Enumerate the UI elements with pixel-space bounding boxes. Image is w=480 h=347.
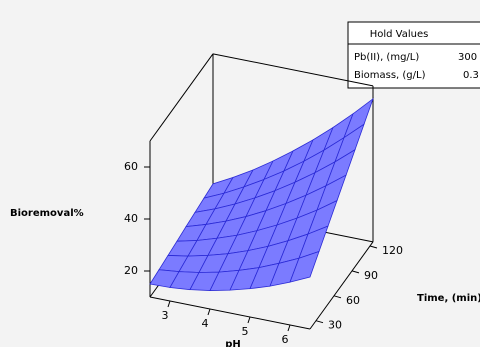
x-tick [167, 300, 171, 308]
z-tick-label: 60 [124, 160, 138, 173]
z-tick-label: 20 [124, 264, 138, 277]
x-axis-label: pH [225, 339, 241, 347]
x-tick [207, 308, 211, 316]
z-axis-label: Bioremoval% [10, 208, 84, 219]
y-axis-label: Time, (min) [417, 293, 480, 304]
surface-cell [289, 250, 320, 283]
y-tick [351, 270, 360, 274]
y-tick [369, 245, 378, 249]
x-tick [247, 316, 251, 324]
box-edge [212, 53, 374, 87]
x-tick [287, 324, 291, 332]
hold-name: Pb(II), (mg/L) [354, 52, 419, 63]
x-tick-label: 3 [162, 309, 169, 322]
hold-values-box: Hold Values Pb(II), (mg/L) 300 Biomass, … [347, 21, 480, 89]
box-edge [149, 296, 311, 330]
x-tick-label: 5 [242, 325, 249, 338]
y-tick-label: 30 [328, 319, 342, 332]
y-tick [315, 320, 324, 324]
y-tick-label: 90 [364, 269, 378, 282]
hold-box [347, 21, 480, 89]
z-tick-label: 40 [124, 212, 138, 225]
box-edge [149, 53, 214, 142]
y-tick-label: 60 [346, 294, 360, 307]
y-tick-label: 120 [382, 244, 403, 257]
y-tick [333, 295, 342, 299]
box-edge [309, 241, 374, 330]
x-tick-label: 6 [282, 333, 289, 346]
surface [149, 97, 374, 291]
x-tick-label: 4 [202, 317, 209, 330]
hold-value: 0.3 [463, 70, 479, 81]
hold-name: Biomass, (g/L) [354, 70, 426, 81]
hold-title: Hold Values [370, 29, 429, 40]
hold-value: 300 [458, 52, 477, 63]
